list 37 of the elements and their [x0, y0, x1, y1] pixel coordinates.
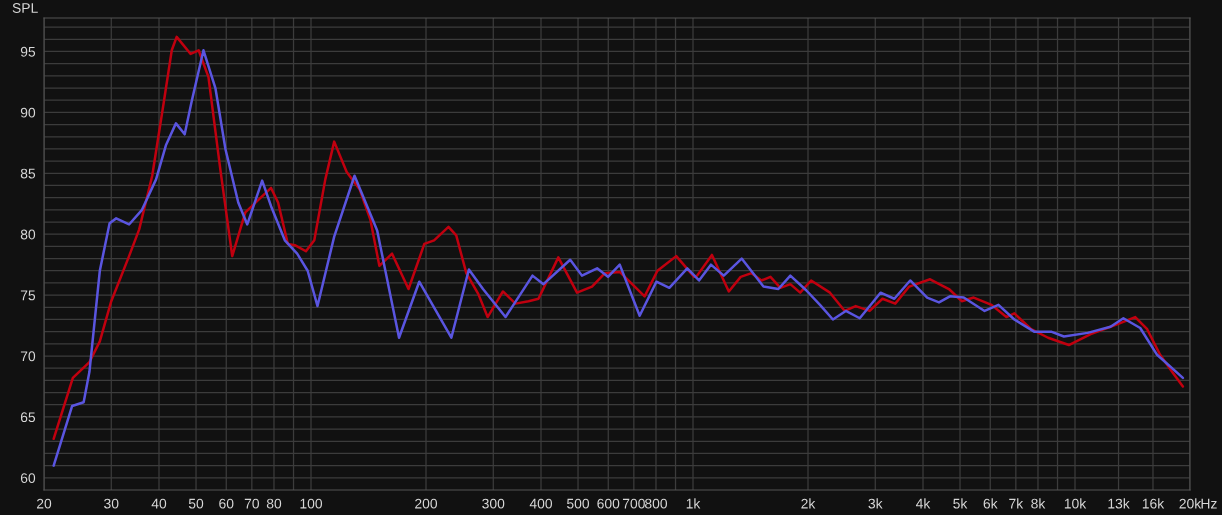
- x-tick-label: 7k: [1009, 498, 1024, 509]
- x-tick-label: 16k: [1142, 498, 1165, 509]
- x-tick-label: 800: [645, 498, 668, 509]
- y-tick-label: 95: [20, 46, 36, 57]
- x-tick-label: 70: [244, 498, 260, 509]
- x-tick-label: 400: [529, 498, 553, 509]
- x-tick-label: 4k: [915, 498, 931, 509]
- x-tick-label: 100: [300, 498, 323, 509]
- x-tick-label: 5k: [953, 498, 968, 509]
- x-tick-label: 20: [36, 498, 52, 509]
- y-tick-label: 85: [20, 168, 36, 179]
- y-tick-label: 75: [20, 290, 36, 301]
- y-tick-label: 60: [20, 473, 36, 483]
- x-axis-title: Hz: [1201, 498, 1217, 509]
- y-tick-label: 70: [20, 351, 36, 362]
- x-tick-label: 500: [566, 498, 590, 509]
- x-tick-label: 10k: [1064, 498, 1087, 509]
- x-tick-label: 30: [104, 498, 119, 509]
- y-tick-label: 90: [20, 107, 36, 118]
- x-tick-label: 20k: [1179, 498, 1202, 509]
- x-tick-label: 13k: [1108, 498, 1130, 509]
- x-tick-label: 600: [597, 498, 620, 509]
- x-tick-label: 80: [266, 498, 282, 509]
- x-tick-label: 1k: [686, 498, 701, 509]
- y-axis-title: SPL: [12, 3, 38, 13]
- x-tick-label: 40: [151, 498, 167, 509]
- x-tick-label: 8k: [1031, 498, 1046, 509]
- x-tick-label: 300: [482, 498, 505, 509]
- x-tick-label: 3k: [868, 498, 883, 509]
- x-tick-label: 200: [415, 498, 438, 509]
- x-tick-label: 50: [188, 498, 204, 509]
- x-tick-label: 60: [219, 498, 234, 509]
- y-tick-label: 65: [20, 412, 36, 423]
- y-tick-label: 80: [20, 229, 36, 240]
- x-tick-label: 6k: [983, 498, 998, 509]
- x-tick-label: 2k: [801, 498, 816, 509]
- x-tick-label: 700: [622, 498, 645, 509]
